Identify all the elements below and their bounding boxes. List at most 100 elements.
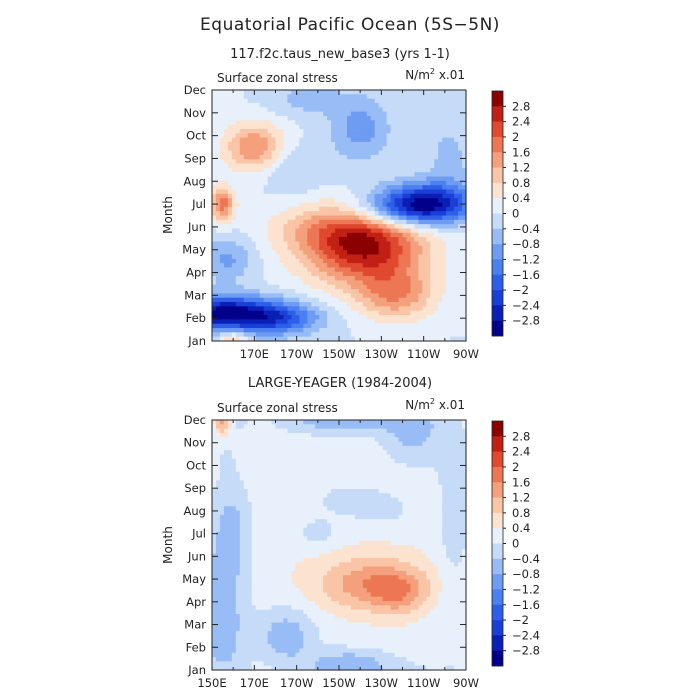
contour-cell (426, 211, 431, 217)
contour-cell (454, 115, 459, 121)
contour-cell (319, 280, 324, 286)
contour-cell (295, 297, 300, 303)
contour-cell (374, 432, 380, 438)
contour-cell (307, 276, 312, 282)
contour-cell (446, 471, 451, 477)
contour-cell (247, 450, 253, 456)
contour-cell (327, 206, 332, 212)
contour-cell (358, 198, 364, 204)
contour-cell (235, 289, 241, 294)
contour-cell (462, 146, 467, 152)
contour-cell (462, 237, 467, 243)
contour-cell (454, 154, 459, 160)
contour-cell (398, 302, 404, 307)
contour-cell (358, 211, 364, 217)
contour-cell (366, 476, 372, 481)
contour-cell (398, 237, 404, 243)
contour-cell (212, 198, 217, 204)
contour-cell (223, 219, 229, 225)
contour-cell (418, 137, 423, 143)
contour-cell (430, 420, 435, 425)
contour-cell (446, 111, 451, 117)
contour-cell (327, 454, 332, 460)
contour-cell (331, 310, 336, 316)
contour-cell (418, 202, 423, 208)
contour-cell (374, 336, 380, 342)
contour-cell (398, 198, 404, 204)
contour-cell (295, 258, 300, 264)
contour-cell (291, 271, 296, 277)
contour-cell (319, 476, 324, 481)
contour-cell (350, 245, 356, 251)
contour-cell (263, 137, 269, 143)
contour-cell (311, 176, 316, 182)
contour-cell (410, 284, 416, 290)
contour-cell (239, 167, 245, 173)
contour-cell (251, 319, 257, 325)
contour-cell (342, 428, 348, 434)
contour-cell (354, 428, 360, 434)
contour-cell (331, 250, 336, 256)
contour-cell (327, 297, 332, 303)
contour-cell (327, 189, 332, 195)
contour-cell (414, 219, 419, 225)
contour-cell (323, 102, 328, 108)
contour-cell (331, 319, 336, 325)
contour-cell (299, 185, 304, 191)
contour-cell (231, 437, 237, 443)
contour-cell (247, 332, 253, 338)
contour-cell (350, 115, 356, 121)
contour-cell (414, 267, 419, 273)
contour-cell (263, 454, 269, 460)
contour-cell (354, 315, 360, 320)
contour-cell (454, 180, 459, 186)
contour-cell (291, 258, 296, 264)
contour-cell (243, 302, 249, 307)
contour-cell (212, 128, 217, 134)
contour-cell (291, 332, 296, 338)
contour-cell (430, 319, 435, 325)
contour-cell (382, 172, 388, 178)
contour-cell (462, 467, 467, 473)
contour-cell (219, 458, 225, 464)
contour-cell (255, 202, 261, 208)
contour-cell (426, 441, 431, 447)
contour-cell (331, 276, 336, 282)
contour-cell (271, 267, 277, 273)
contour-cell (454, 263, 459, 269)
contour-cell (418, 297, 423, 303)
contour-cell (243, 254, 249, 260)
contour-cell (378, 280, 384, 286)
contour-cell (442, 107, 447, 113)
contour-cell (454, 150, 459, 156)
contour-cell (374, 193, 380, 199)
contour-cell (398, 232, 404, 238)
contour-cell (362, 263, 368, 269)
contour-cell (335, 323, 340, 329)
contour-cell (418, 458, 423, 464)
contour-cell (339, 319, 344, 325)
contour-cell (446, 137, 451, 143)
contour-cell (378, 271, 384, 277)
contour-cell (418, 336, 423, 342)
contour-cell (275, 150, 281, 156)
contour-cell (219, 146, 225, 152)
contour-cell (231, 215, 237, 221)
contour-cell (319, 206, 324, 212)
contour-cell (323, 293, 328, 299)
contour-cell (382, 280, 388, 286)
contour-cell (426, 120, 431, 126)
contour-cell (446, 454, 451, 460)
contour-cell (287, 454, 292, 460)
colorbar-label: −0.8 (512, 237, 540, 251)
contour-cell (303, 120, 308, 126)
contour-cell (255, 254, 261, 260)
contour-cell (386, 124, 392, 130)
contour-cell (354, 215, 360, 221)
contour-cell (327, 471, 332, 477)
contour-cell (303, 202, 308, 208)
contour-cell (446, 154, 451, 160)
contour-cell (223, 445, 229, 451)
contour-cell (402, 150, 408, 156)
contour-cell (291, 146, 296, 152)
